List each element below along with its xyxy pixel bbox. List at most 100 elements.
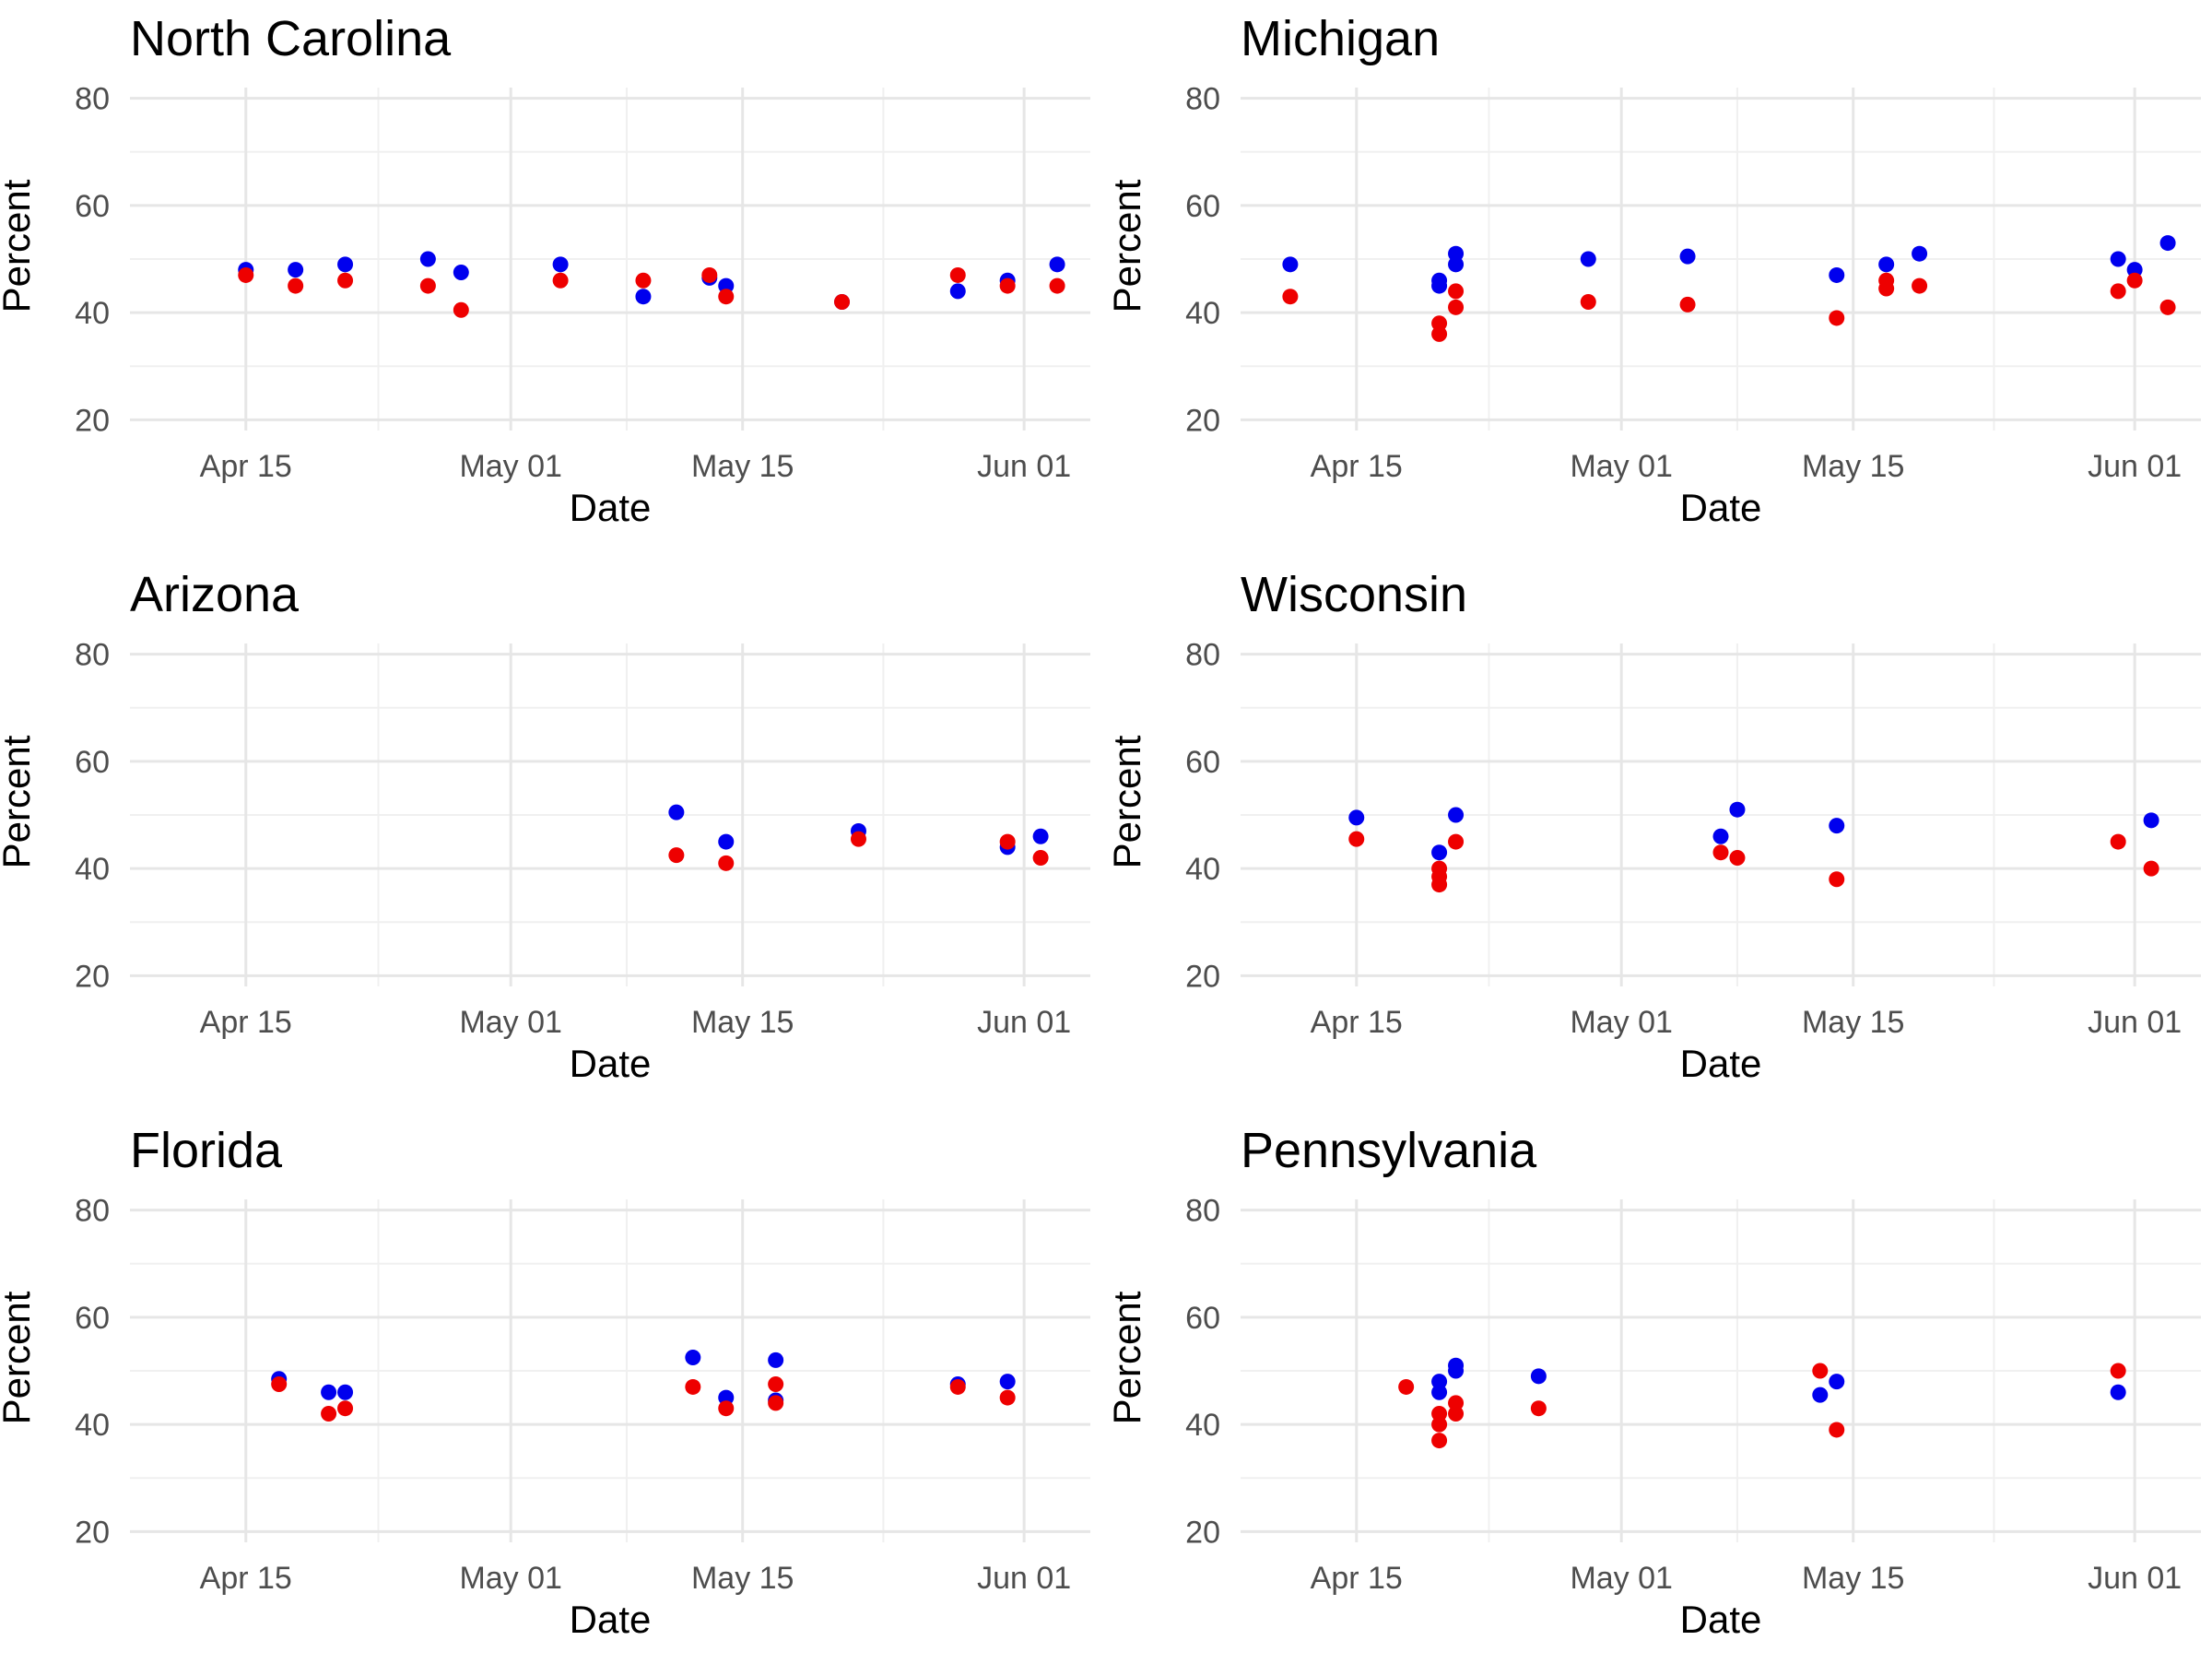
- x-tick-label: May 15: [1802, 1561, 1905, 1596]
- blue-point: [999, 1374, 1016, 1390]
- blue-point: [1431, 277, 1448, 294]
- red-point: [1829, 1422, 1845, 1438]
- blue-point: [635, 289, 652, 305]
- y-axis-title: Percent: [0, 179, 38, 313]
- red-point: [1448, 299, 1465, 315]
- blue-point: [2159, 235, 2176, 252]
- blue-point: [685, 1349, 701, 1365]
- x-tick-label: Jun 01: [2088, 1561, 2182, 1596]
- red-point: [1431, 325, 1448, 342]
- red-point: [238, 266, 254, 283]
- panel-3: Wisconsin 20 40 60 80 Apr 15 May 01 May 15 Jun 0…: [1105, 567, 2201, 1085]
- red-point: [419, 277, 436, 294]
- x-tick-label: May 01: [459, 1005, 562, 1040]
- x-tick-label: May 01: [459, 1561, 562, 1596]
- blue-point: [1431, 844, 1448, 861]
- red-point: [1448, 833, 1465, 850]
- y-axis-title: Percent: [0, 1291, 38, 1424]
- blue-point: [718, 1389, 735, 1406]
- red-point: [2110, 833, 2126, 850]
- blue-point: [1729, 801, 1746, 818]
- y-tick-label: 20: [1185, 403, 1220, 438]
- x-tick-label: Jun 01: [977, 1005, 1071, 1040]
- red-point: [850, 831, 866, 847]
- y-tick-label: 60: [75, 1301, 110, 1336]
- x-tick-label: May 01: [459, 449, 562, 484]
- red-point: [1448, 1395, 1465, 1411]
- panel-4: Florida 20 40 60 80 Apr 15 May 01 May 15 Jun 01 D…: [0, 1123, 1090, 1641]
- y-tick-label: 80: [75, 82, 110, 117]
- panel-1: Michigan 20 40 60 80 Apr 15 May 01 May 15 Jun 01…: [1105, 11, 2201, 529]
- red-point: [1729, 850, 1746, 866]
- panel-title: Michigan: [1241, 11, 1440, 66]
- panel-title: North Carolina: [130, 11, 452, 66]
- red-point: [834, 294, 851, 310]
- blue-point: [1282, 256, 1299, 273]
- blue-point: [1530, 1368, 1547, 1385]
- blue-point: [1878, 256, 1895, 273]
- red-point: [1530, 1400, 1547, 1417]
- y-tick-label: 80: [75, 638, 110, 673]
- red-point: [685, 1378, 701, 1395]
- blue-point: [337, 256, 354, 273]
- x-axis-title: Date: [1680, 486, 1762, 529]
- red-point: [999, 277, 1016, 294]
- panel-title: Wisconsin: [1241, 567, 1467, 622]
- red-point: [321, 1406, 337, 1422]
- blue-point: [1712, 828, 1729, 844]
- blue-point: [288, 262, 304, 278]
- x-tick-label: Apr 15: [200, 1561, 292, 1596]
- red-point: [2143, 860, 2159, 877]
- y-tick-label: 60: [75, 189, 110, 224]
- blue-point: [2126, 262, 2143, 278]
- x-tick-label: Jun 01: [977, 449, 1071, 484]
- y-tick-label: 40: [75, 296, 110, 331]
- y-axis-title: Percent: [1105, 1291, 1148, 1424]
- y-tick-label: 40: [1185, 1408, 1220, 1443]
- blue-point: [2110, 251, 2126, 267]
- red-point: [271, 1376, 288, 1393]
- blue-point: [1049, 256, 1065, 273]
- red-point: [2126, 272, 2143, 289]
- blue-point: [668, 804, 685, 820]
- blue-point: [1812, 1387, 1829, 1403]
- blue-point: [552, 256, 569, 273]
- y-tick-label: 20: [1185, 959, 1220, 994]
- red-point: [1431, 1406, 1448, 1422]
- blue-point: [1829, 1374, 1845, 1390]
- red-point: [337, 1400, 354, 1417]
- y-tick-label: 60: [1185, 1301, 1220, 1336]
- x-axis-title: Date: [570, 1042, 652, 1085]
- red-point: [999, 833, 1016, 850]
- red-point: [2110, 283, 2126, 300]
- y-tick-label: 80: [1185, 1194, 1220, 1229]
- y-axis-title: Percent: [1105, 735, 1148, 868]
- y-tick-label: 80: [1185, 82, 1220, 117]
- x-tick-label: May 01: [1570, 1005, 1673, 1040]
- blue-point: [1580, 251, 1596, 267]
- red-point: [718, 855, 735, 871]
- x-tick-label: May 15: [1802, 449, 1905, 484]
- panel-0: North Carolina 20 40 60 80 Apr 15 May 01 May 15…: [0, 11, 1090, 529]
- panel-5: Pennsylvania 20 40 60 80 Apr 15 May 01 May 15 Ju…: [1105, 1123, 2201, 1641]
- blue-point: [768, 1351, 784, 1368]
- red-point: [668, 847, 685, 864]
- red-point: [1448, 283, 1465, 300]
- red-point: [337, 272, 354, 289]
- red-point: [1431, 1416, 1448, 1433]
- x-tick-label: Apr 15: [1311, 1561, 1403, 1596]
- red-point: [1431, 315, 1448, 332]
- red-point: [1912, 277, 1928, 294]
- red-point: [718, 289, 735, 305]
- red-point: [1032, 850, 1049, 866]
- x-tick-label: May 15: [691, 1005, 794, 1040]
- blue-point: [321, 1384, 337, 1400]
- blue-point: [453, 265, 469, 281]
- red-point: [1712, 844, 1729, 861]
- blue-point: [1448, 256, 1465, 273]
- blue-point: [2110, 1384, 2126, 1400]
- red-point: [2159, 299, 2176, 315]
- x-tick-label: May 01: [1570, 1561, 1673, 1596]
